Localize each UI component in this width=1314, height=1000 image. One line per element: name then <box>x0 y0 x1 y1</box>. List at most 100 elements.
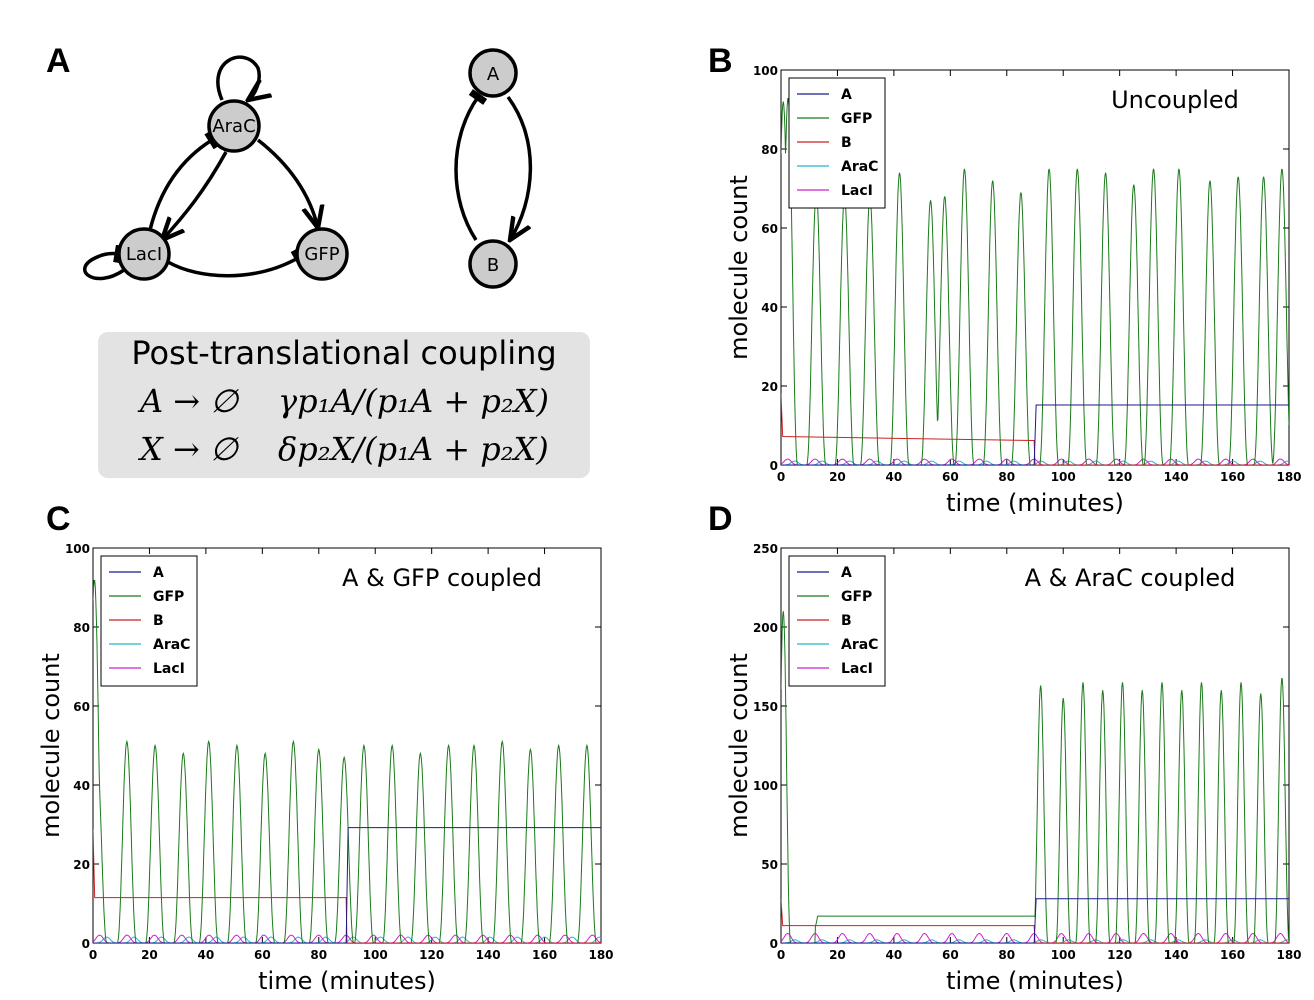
legend: A GFP B AraC LacI <box>788 77 886 209</box>
x-tick-label: 0 <box>777 470 785 484</box>
x-tick-label: 140 <box>1164 470 1189 484</box>
y-tick-label: 200 <box>753 621 778 635</box>
x-tick-label: 80 <box>998 470 1015 484</box>
x-tick-label: 60 <box>942 470 959 484</box>
y-tick-label: 0 <box>82 937 90 951</box>
legend-label-b: B <box>841 613 852 629</box>
x-tick-label: 120 <box>1107 948 1132 962</box>
series-line-b <box>781 899 1289 943</box>
legend-label-arac: AraC <box>153 637 190 653</box>
y-tick-label: 250 <box>753 542 778 556</box>
x-tick-label: 100 <box>363 948 388 962</box>
series-line-a <box>781 404 1289 465</box>
panel-d: D 0 20 40 60 80 100 120 140 160 180 0 50 100 150 200 25… <box>708 500 1302 995</box>
x-tick-label: 80 <box>998 948 1015 962</box>
laci-to-arac-bar <box>148 130 220 231</box>
x-tick-label: 0 <box>89 948 97 962</box>
arac-to-laci-arrow <box>162 151 228 240</box>
y-tick-label: 20 <box>761 380 778 394</box>
plot-title: A & AraC coupled <box>1025 564 1236 592</box>
y-tick-label: 80 <box>73 621 90 635</box>
y-tick-label: 40 <box>761 301 778 315</box>
legend-label-a: A <box>841 565 852 581</box>
x-tick-label: 20 <box>829 948 846 962</box>
x-tick-label: 60 <box>254 948 271 962</box>
x-axis-label: time (minutes) <box>946 967 1124 995</box>
x-tick-label: 140 <box>476 948 501 962</box>
panel-b: B 0 20 40 60 80 100 120 140 160 180 0 20 40 60 80 100 ti… <box>708 42 1302 517</box>
panel-a: A AraC LacI <box>46 42 590 478</box>
y-tick-label: 100 <box>753 64 778 78</box>
y-tick-label: 150 <box>753 700 778 714</box>
x-tick-label: 100 <box>1051 948 1076 962</box>
series-line-a <box>93 827 601 943</box>
x-tick-label: 60 <box>942 948 959 962</box>
panel-label-b: B <box>708 42 733 80</box>
node-b-label: B <box>487 255 499 276</box>
legend-box <box>788 555 886 687</box>
legend-box <box>788 77 886 209</box>
plot-title: A & GFP coupled <box>342 564 542 592</box>
reaction-2: X → ∅ <box>137 430 240 468</box>
chart-d: 0 20 40 60 80 100 120 140 160 180 0 50 100 150 200 250 t… <box>725 542 1302 995</box>
x-tick-label: 40 <box>198 948 215 962</box>
chart-b: 0 20 40 60 80 100 120 140 160 180 0 20 40 60 80 100 time… <box>725 64 1302 517</box>
legend-label-gfp: GFP <box>153 589 184 605</box>
coupling-box-title: Post-translational coupling <box>131 334 556 372</box>
y-tick-label: 100 <box>65 542 90 556</box>
series-group-c <box>93 580 601 943</box>
x-tick-label: 0 <box>777 948 785 962</box>
node-gfp: GFP <box>295 227 349 281</box>
legend-box <box>100 555 198 687</box>
node-a-label: A <box>487 64 500 85</box>
x-axis-label: time (minutes) <box>946 489 1124 517</box>
series-line-a <box>781 898 1289 943</box>
node-laci-label: LacI <box>126 244 162 265</box>
legend-label-gfp: GFP <box>841 589 872 605</box>
x-tick-label: 40 <box>886 470 903 484</box>
y-tick-label: 80 <box>761 143 778 157</box>
node-arac-label: AraC <box>212 116 255 137</box>
panel-label-a: A <box>46 42 71 80</box>
rate-2: δp₂X/(p₁A + p₂X) <box>278 430 549 468</box>
legend-label-laci: LacI <box>153 661 185 677</box>
x-tick-label: 20 <box>141 948 158 962</box>
legend-label-a: A <box>841 87 852 103</box>
series-line-b <box>781 393 1289 465</box>
x-tick-label: 160 <box>532 948 557 962</box>
laci-to-gfp-bar <box>167 248 306 278</box>
series-line-gfp <box>781 98 1289 465</box>
y-tick-label: 20 <box>73 858 90 872</box>
laci-self-bar <box>83 244 125 281</box>
legend-label-laci: LacI <box>841 183 873 199</box>
panel-label-c: C <box>46 500 71 538</box>
y-tick-label: 50 <box>761 858 778 872</box>
x-tick-label: 180 <box>1276 948 1301 962</box>
node-gfp-label: GFP <box>304 244 339 265</box>
node-arac: AraC <box>207 99 261 153</box>
legend-label-arac: AraC <box>841 159 878 175</box>
node-laci: LacI <box>117 227 171 281</box>
x-tick-label: 160 <box>1220 470 1245 484</box>
x-tick-label: 140 <box>1164 948 1189 962</box>
legend: A GFP B AraC LacI <box>788 555 886 687</box>
legend-label-arac: AraC <box>841 637 878 653</box>
arac-self-arrow <box>216 55 259 100</box>
node-a: A <box>468 48 518 98</box>
arac-to-gfp-arrow <box>256 138 318 228</box>
y-tick-label: 100 <box>753 779 778 793</box>
chart-c: 0 20 40 60 80 100 120 140 160 180 0 20 40 60 80 100 time… <box>37 542 614 995</box>
legend-label-b: B <box>841 135 852 151</box>
legend: A GFP B AraC LacI <box>100 555 198 687</box>
x-tick-label: 40 <box>886 948 903 962</box>
x-tick-label: 180 <box>1276 470 1301 484</box>
y-axis-label: molecule count <box>725 653 753 838</box>
x-tick-label: 80 <box>310 948 327 962</box>
x-tick-label: 160 <box>1220 948 1245 962</box>
legend-label-b: B <box>153 613 164 629</box>
series-line-b <box>93 829 601 943</box>
series-group-b <box>781 98 1289 465</box>
y-tick-label: 0 <box>770 459 778 473</box>
legend-label-gfp: GFP <box>841 111 872 127</box>
